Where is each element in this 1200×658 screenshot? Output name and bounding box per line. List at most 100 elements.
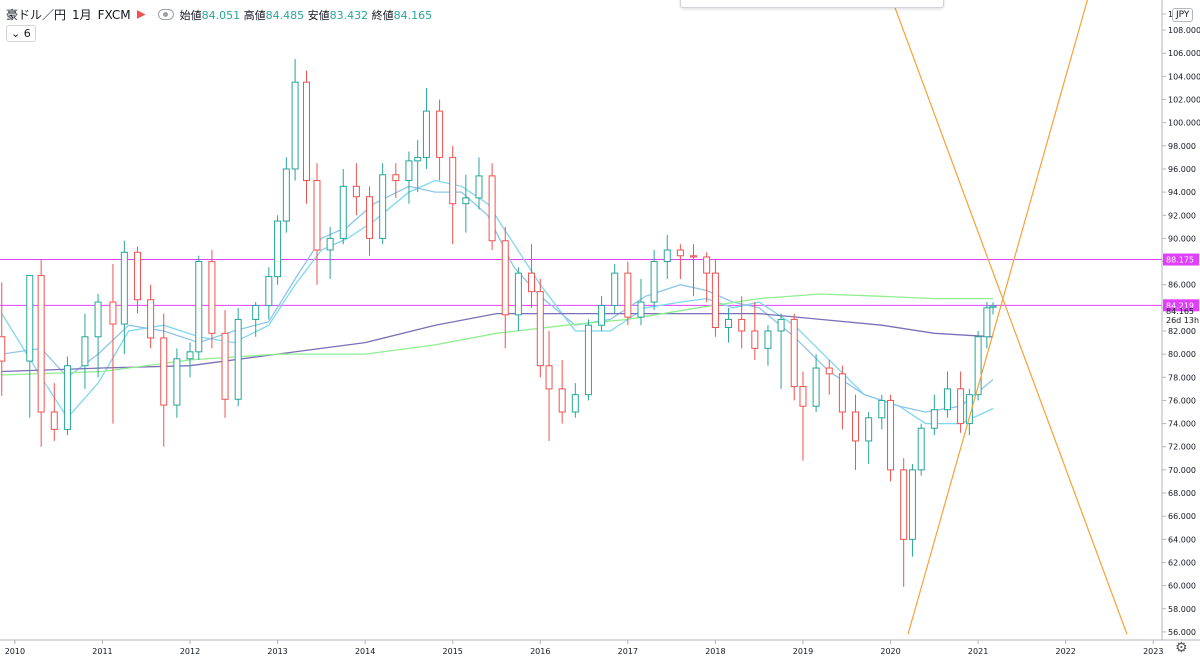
candle-body: [764, 330, 772, 349]
candle-body: [790, 318, 798, 388]
indicator-count: 6: [23, 27, 31, 40]
candle-body: [252, 305, 260, 320]
candle-body: [109, 301, 117, 325]
price-tag-box: [1163, 253, 1199, 266]
candle-body: [475, 175, 483, 199]
candle: [339, 168, 347, 245]
candle-body: [738, 318, 746, 332]
time-tick-label: 2020: [880, 647, 900, 656]
candle-body: [366, 196, 374, 239]
time-tick-label: 2022: [1055, 647, 1075, 656]
time-tick-label: 2017: [618, 647, 638, 656]
candle-body: [974, 336, 982, 396]
candle-body: [313, 180, 321, 251]
candle-body: [26, 274, 34, 362]
candle-body: [624, 272, 632, 318]
symbol-name[interactable]: 豪ドル／円: [6, 8, 67, 22]
flag-icon[interactable]: [136, 10, 146, 19]
candle-body: [339, 185, 347, 239]
interval-label[interactable]: 1月: [72, 8, 92, 22]
candle: [943, 371, 951, 418]
candle: [81, 313, 89, 389]
candle: [221, 310, 229, 418]
candle: [663, 234, 671, 279]
candle: [558, 359, 566, 424]
candle-body: [838, 373, 846, 413]
candle: [120, 240, 128, 355]
price-tick-label: 62.000: [1168, 558, 1196, 567]
drawing-toolbar[interactable]: [680, 0, 944, 8]
low-label: 安値: [307, 8, 330, 22]
candle: [637, 278, 645, 326]
moving-average-0: [1, 179, 994, 425]
candle: [738, 296, 746, 349]
candle-body: [274, 220, 282, 278]
eye-icon[interactable]: [157, 9, 174, 20]
candle-body: [965, 394, 973, 425]
candle: [252, 302, 260, 337]
candle-body: [94, 301, 102, 338]
time-tick-label: 2013: [267, 647, 287, 656]
candle-body: [392, 174, 400, 182]
price-tick-label: 70.000: [1168, 466, 1196, 475]
candle: [208, 249, 216, 349]
time-tick-label: 2018: [705, 647, 725, 656]
candle-body: [265, 276, 273, 307]
price-tick-label: 104.000: [1168, 72, 1200, 81]
candle: [282, 157, 290, 233]
candle-body: [703, 256, 711, 274]
candle-body: [852, 411, 860, 442]
price-tick-label: 72.000: [1168, 443, 1196, 452]
candle: [983, 302, 991, 349]
indicator-toggle-button[interactable]: ⌄ 6: [6, 25, 36, 42]
candle: [501, 226, 509, 349]
candle-body: [37, 274, 45, 413]
moving-average-1: [1, 185, 994, 413]
candle: [650, 249, 658, 311]
candle-body: [917, 427, 925, 471]
chevron-down-icon: ⌄: [11, 27, 21, 40]
candle: [584, 319, 592, 401]
candle: [50, 383, 58, 441]
candle: [571, 383, 579, 418]
time-tick-label: 2019: [793, 647, 813, 656]
candle-body: [930, 409, 938, 429]
candle: [475, 157, 483, 210]
candle-body: [545, 365, 553, 390]
candle: [326, 226, 334, 279]
candle: [887, 394, 895, 482]
candle: [0, 282, 6, 396]
candle-body: [488, 175, 496, 242]
candle: [989, 302, 997, 315]
candle: [852, 394, 860, 470]
candle-body: [302, 81, 310, 182]
candle-body: [414, 156, 422, 162]
candle: [405, 151, 413, 204]
time-tick-label: 2012: [180, 647, 200, 656]
candle-body: [598, 305, 606, 326]
candle-body: [711, 272, 719, 329]
candle: [917, 423, 925, 476]
candle-body: [887, 399, 895, 471]
candle: [436, 99, 444, 181]
trend-line-1: [907, 0, 1088, 635]
price-tag-label: 88.175: [1166, 256, 1194, 265]
candle-body: [436, 110, 444, 158]
candle-body: [186, 351, 194, 360]
candle-body: [878, 399, 886, 419]
price-tick-label: 98.000: [1168, 142, 1196, 151]
candle: [751, 302, 759, 360]
price-tick-label: 80.000: [1168, 350, 1196, 359]
candle-body: [133, 251, 141, 301]
currency-label[interactable]: JPY: [1172, 8, 1194, 22]
candle: [488, 163, 496, 250]
candle: [313, 163, 321, 285]
gear-icon[interactable]: ⚙: [1175, 640, 1188, 656]
candle-body: [751, 330, 759, 349]
candle-body: [865, 417, 873, 442]
candle: [462, 174, 470, 233]
price-tick-label: 102.000: [1168, 96, 1200, 105]
candle-body: [208, 261, 216, 334]
candle: [865, 412, 873, 465]
